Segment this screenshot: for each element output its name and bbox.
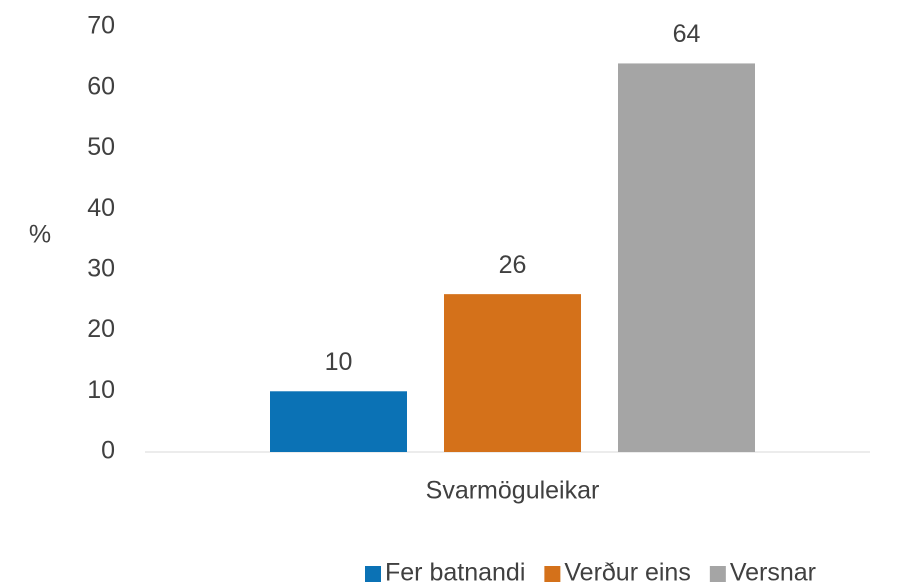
data-label: 64 xyxy=(673,20,701,48)
bar xyxy=(618,63,755,453)
y-tick-label: 60 xyxy=(87,72,115,100)
x-tick-label: Svarmöguleikar xyxy=(426,477,600,505)
y-tick-label: 10 xyxy=(87,376,115,404)
data-label: 26 xyxy=(499,251,527,279)
y-tick-label: 0 xyxy=(101,437,115,465)
y-axis-label: % xyxy=(29,221,51,249)
legend-label: Fer batnandi xyxy=(385,559,525,587)
y-tick-label: 20 xyxy=(87,315,115,343)
y-tick-label: 30 xyxy=(87,254,115,282)
bar xyxy=(444,294,581,452)
legend-swatch xyxy=(709,566,726,582)
legend-label: Verður eins xyxy=(564,559,690,587)
data-label: 10 xyxy=(325,348,353,376)
bar xyxy=(270,391,407,452)
legend-swatch xyxy=(365,566,381,582)
legend-label: Versnar xyxy=(730,559,816,587)
y-tick-label: 50 xyxy=(87,133,115,161)
y-tick-label: 70 xyxy=(87,12,115,40)
legend-swatch xyxy=(544,566,561,582)
y-tick-label: 40 xyxy=(87,194,115,222)
